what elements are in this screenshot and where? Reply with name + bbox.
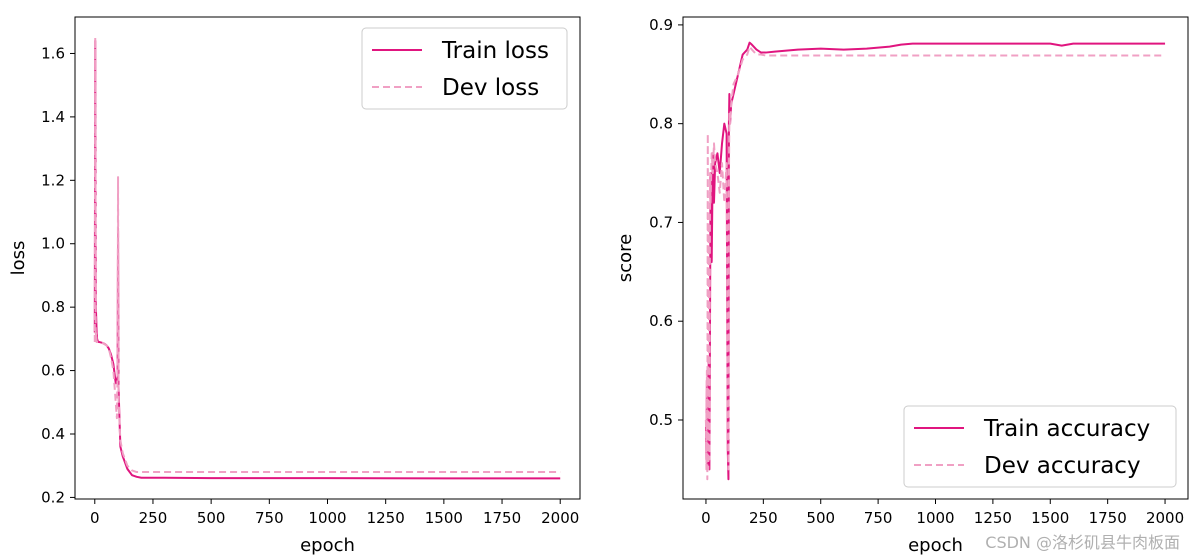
x-tick-label: 500: [806, 509, 835, 527]
y-tick-label: 0.8: [649, 115, 673, 133]
y-axis-label: score: [615, 234, 636, 282]
legend-label: Dev loss: [442, 75, 539, 101]
x-tick-label: 0: [90, 509, 100, 527]
x-tick-label: 2000: [1146, 509, 1184, 527]
x-tick-label: 750: [864, 509, 893, 527]
y-tick-label: 0.6: [649, 312, 673, 330]
x-tick-label: 2000: [541, 509, 579, 527]
y-tick-label: 1.6: [41, 44, 65, 62]
legend-box: [361, 27, 568, 110]
x-tick-label: 500: [197, 509, 226, 527]
x-tick-label: 1000: [308, 509, 346, 527]
x-tick-label: 250: [139, 509, 168, 527]
legend: Train loss Dev loss: [361, 27, 568, 110]
y-tick-label: 0.9: [649, 16, 673, 34]
y-tick-label: 0.7: [649, 213, 673, 231]
x-tick-label: 1500: [425, 509, 463, 527]
y-tick-label: 0.5: [649, 411, 673, 429]
y-tick-label: 0.4: [41, 425, 65, 443]
plot-area: [704, 41, 1166, 481]
x-tick-label: 1000: [916, 509, 954, 527]
legend-box: [903, 405, 1177, 488]
legend-label: Train accuracy: [983, 416, 1150, 442]
x-tick-label: 1500: [1031, 509, 1069, 527]
y-axis-label: loss: [8, 241, 29, 276]
series-line-dev-accuracy: [704, 45, 1166, 481]
plot-area: [93, 36, 561, 480]
x-tick-label: 0: [701, 509, 711, 527]
legend-label: Train loss: [441, 38, 549, 64]
legend: Train accuracy Dev accuracy: [903, 405, 1177, 488]
x-axis-label: epoch: [908, 535, 963, 556]
x-axis-label: epoch: [300, 535, 355, 556]
y-tick-label: 1.2: [41, 171, 65, 189]
watermark-text: CSDN @洛杉矶县牛肉板面: [985, 533, 1180, 552]
x-tick-label: 1250: [974, 509, 1012, 527]
y-tick-label: 0.8: [41, 298, 65, 316]
y-tick-label: 1.0: [41, 235, 65, 253]
loss-chart: 0 250 500 750 1000 1250 1500 1750 2000 0.2 0.4 0.6 0…: [8, 16, 581, 556]
y-tick-label: 0.6: [41, 362, 65, 380]
x-tick-label: 1750: [1089, 509, 1127, 527]
x-tick-label: 750: [255, 509, 284, 527]
series-line-dev-loss: [93, 36, 561, 474]
x-tick-label: 250: [749, 509, 778, 527]
x-tick-label: 1250: [367, 509, 405, 527]
score-chart: 0 250 500 750 1000 1250 1500 1750 2000 0.5 0.6 0.7 0…: [615, 16, 1189, 556]
y-tick-label: 1.4: [41, 108, 65, 126]
x-tick-label: 1750: [483, 509, 521, 527]
y-tick-label: 0.2: [41, 488, 65, 506]
legend-label: Dev accuracy: [984, 453, 1141, 479]
